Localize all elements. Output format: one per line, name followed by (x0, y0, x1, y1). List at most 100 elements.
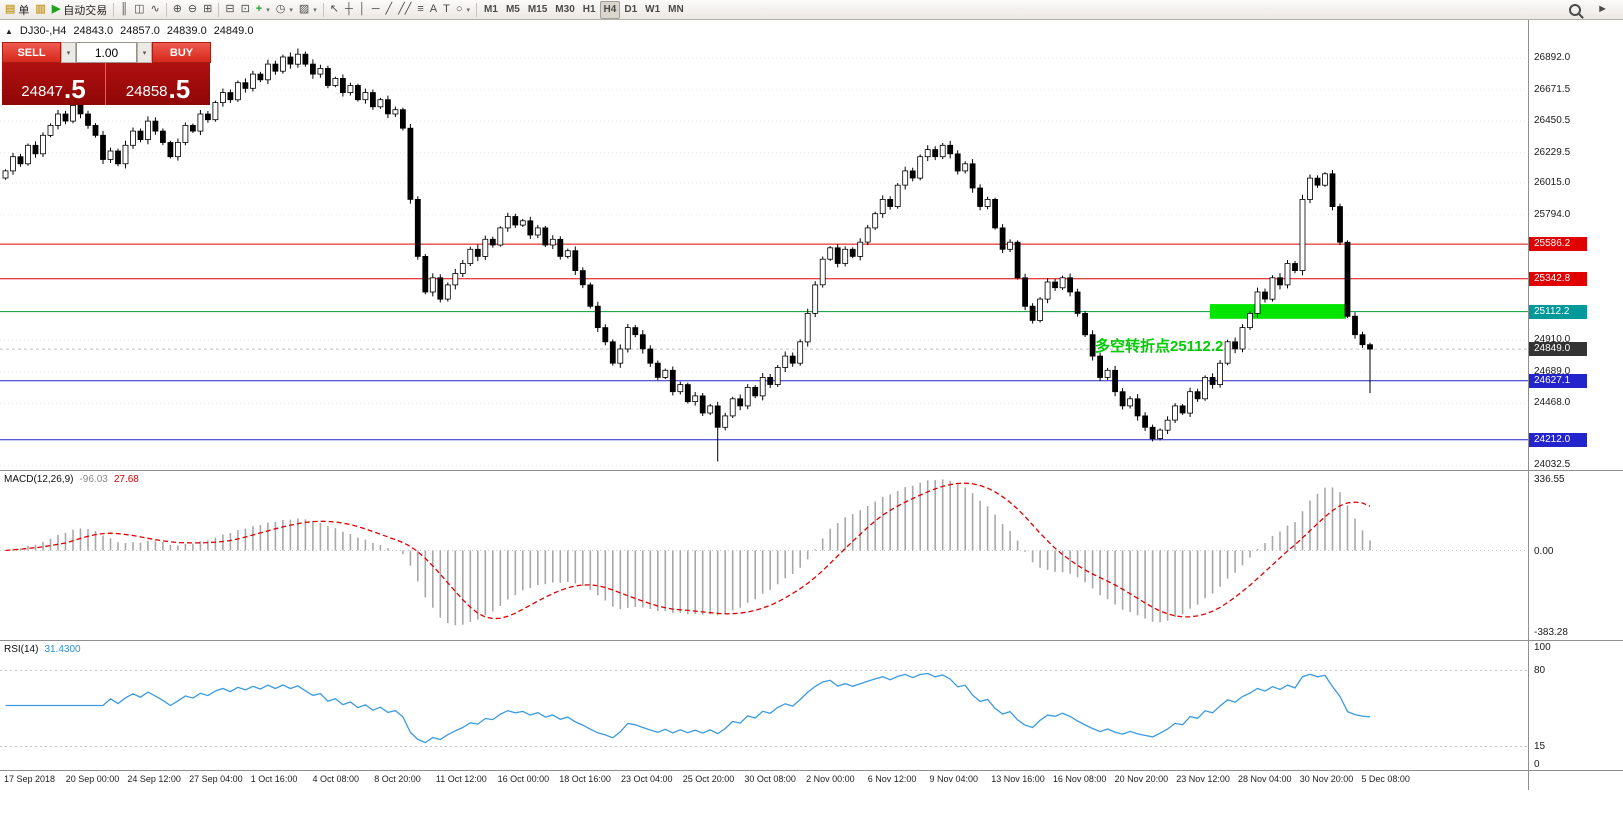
price-axis-label: 24910.0 (1534, 334, 1571, 346)
panel-divider[interactable] (0, 640, 1623, 641)
timeframe-m30-button[interactable]: M30 (551, 1, 578, 19)
price-axis[interactable]: 26892.0 26671.5 26450.5 26229.5 26015.0 25794… (1529, 20, 1623, 790)
macd-axis-label: 336.55 (1534, 474, 1565, 485)
zoom-out-icon: ⊖ (187, 3, 198, 15)
timeframe-h4-button[interactable]: H4 (599, 0, 621, 19)
price-axis-label: 24468.0 (1534, 397, 1571, 409)
text-button[interactable]: A (427, 1, 440, 19)
line-chart-icon: ∿ (150, 3, 160, 15)
trendline-button[interactable]: ╱ (382, 1, 395, 19)
volume-input[interactable] (76, 42, 137, 63)
chevron-down-icon[interactable]: ▾ (266, 6, 270, 14)
date-label: 18 Oct 16:00 (559, 774, 611, 784)
macd-main-value: -96.03 (79, 474, 108, 485)
timeframe-m15-label: M15 (527, 4, 548, 15)
crosshair-button[interactable]: ┼ (342, 1, 356, 19)
timeframe-mn-button[interactable]: MN (664, 1, 688, 19)
date-label: 16 Nov 08:00 (1052, 774, 1107, 784)
rsi-panel (0, 641, 1528, 770)
channel-button[interactable]: ╱╱ (395, 1, 414, 19)
toolbar-separator (113, 2, 115, 17)
date-label: 1 Oct 16:00 (250, 774, 298, 784)
timeframe-h1-label: H1 (582, 4, 596, 15)
chart-open-value: 24843.0 (73, 25, 114, 37)
vertical-line-button[interactable]: │ (356, 1, 369, 19)
price-axis-label: 24032.5 (1534, 459, 1571, 471)
chevron-down-icon[interactable]: ▾ (313, 6, 317, 14)
panel-divider[interactable] (0, 470, 1623, 471)
timeframe-h1-button[interactable]: H1 (579, 1, 600, 19)
date-label: 20 Sep 00:00 (65, 774, 120, 784)
tile-windows-button[interactable]: ⊞ (200, 1, 215, 19)
candlestick-chart-icon: ◫ (134, 3, 145, 15)
toolbar-group-insert: ⊟ ⊡ + ▾ ◷ ▾ ▨ ▾ (222, 0, 319, 19)
toolbar-separator (218, 2, 220, 17)
toolbar-group-drawing-tools: ↖ ┼ │ ─ ╱ ╱╱ ≡ A T ○ ▾ (327, 0, 473, 19)
macd-axis-label: 0.00 (1534, 545, 1554, 557)
pivot-annotation[interactable]: 多空转折点25112.2 (1095, 338, 1224, 355)
toolbar-separator (322, 2, 324, 17)
periods-icon: ◷ (275, 3, 286, 15)
chevron-down-icon[interactable]: ▾ (289, 6, 293, 14)
timeframe-d1-button[interactable]: D1 (620, 1, 641, 19)
time-axis[interactable]: 17 Sep 2018 20 Sep 00:00 24 Sep 12:00 27 Se… (0, 771, 1528, 791)
candlestick-chart-button[interactable]: ◫ (131, 1, 147, 19)
buy-price-main: 24858 (125, 82, 168, 100)
horizontal-line-button[interactable]: ─ (369, 1, 383, 19)
text-label-button[interactable]: T (440, 1, 453, 19)
toolbar-separator (476, 2, 478, 17)
zoom-in-button[interactable]: ⊕ (170, 1, 185, 19)
timeframe-m5-button[interactable]: M5 (502, 1, 524, 19)
sell-price[interactable]: 24847 .5 (2, 63, 106, 105)
cursor-icon: ↖ (329, 3, 340, 15)
auto-scroll-button[interactable]: ⊟ (222, 1, 237, 19)
channel-icon: ╱╱ (398, 3, 412, 15)
timeframe-m1-button[interactable]: M1 (480, 1, 502, 19)
axis-separator (1528, 20, 1529, 790)
timeframe-mn-label: MN (668, 4, 684, 15)
date-label: 13 Nov 16:00 (991, 774, 1045, 784)
quick-trade-button[interactable]: ► (1594, 1, 1611, 19)
timeframe-w1-button[interactable]: W1 (641, 1, 664, 19)
new-order-button[interactable]: ▤ 单 (2, 1, 32, 19)
chart-shift-button[interactable]: ⊡ (238, 1, 253, 19)
main-chart-panel[interactable]: ▲ DJ30-,H4 24843.0 24857.0 24839.0 24849… (0, 20, 1528, 470)
date-label: 6 Nov 12:00 (867, 774, 917, 784)
buy-price[interactable]: 24858 .5 (106, 63, 210, 105)
rsi-axis-label: 80 (1534, 665, 1546, 677)
chart-shift-icon: ⊡ (240, 3, 250, 15)
sell-button[interactable]: SELL (2, 42, 61, 63)
cursor-button[interactable]: ↖ (327, 1, 342, 19)
periods-button[interactable]: ◷ ▾ (273, 1, 296, 19)
indicators-button[interactable]: + ▾ (253, 1, 273, 19)
sell-options-dropdown[interactable]: ▾ (61, 42, 76, 63)
chart-windows-button[interactable]: ▥ (32, 1, 48, 19)
timeframe-m30-label: M30 (555, 4, 575, 15)
fibonacci-icon: ≡ (417, 3, 424, 15)
bar-chart-button[interactable]: ║ (117, 1, 131, 19)
one-click-collapse-icon[interactable]: ▲ (5, 26, 13, 36)
search-icon (1569, 3, 1582, 16)
buy-button[interactable]: BUY (152, 42, 211, 63)
price-axis-label: 26015.0 (1534, 177, 1571, 189)
shapes-button[interactable]: ○ ▾ (453, 1, 473, 19)
price-axis-label: 26671.5 (1534, 83, 1571, 95)
trendline-icon: ╱ (385, 3, 393, 15)
search-button[interactable] (1566, 1, 1584, 19)
fibonacci-button[interactable]: ≡ (414, 1, 426, 19)
toolbar-group-trade: ▤ 单 ▥ ▶ 自动交易 (2, 0, 110, 19)
rsi-axis-label: 100 (1534, 642, 1551, 653)
auto-trading-icon: ▶ (51, 3, 61, 15)
volume-stepper[interactable]: ▾ (137, 42, 152, 63)
chart-windows-icon: ▥ (35, 3, 46, 15)
auto-trading-button[interactable]: ▶ 自动交易 (49, 1, 110, 19)
templates-button[interactable]: ▨ ▾ (296, 1, 320, 19)
macd-signal-value: 27.68 (113, 474, 139, 485)
zoom-out-button[interactable]: ⊖ (185, 1, 200, 19)
date-label: 23 Nov 12:00 (1176, 774, 1230, 784)
chevron-down-icon[interactable]: ▾ (466, 6, 471, 14)
sell-price-main: 24847 (21, 82, 64, 100)
date-label: 5 Dec 08:00 (1361, 774, 1410, 784)
timeframe-m15-button[interactable]: M15 (524, 1, 551, 19)
line-chart-button[interactable]: ∿ (147, 1, 162, 19)
